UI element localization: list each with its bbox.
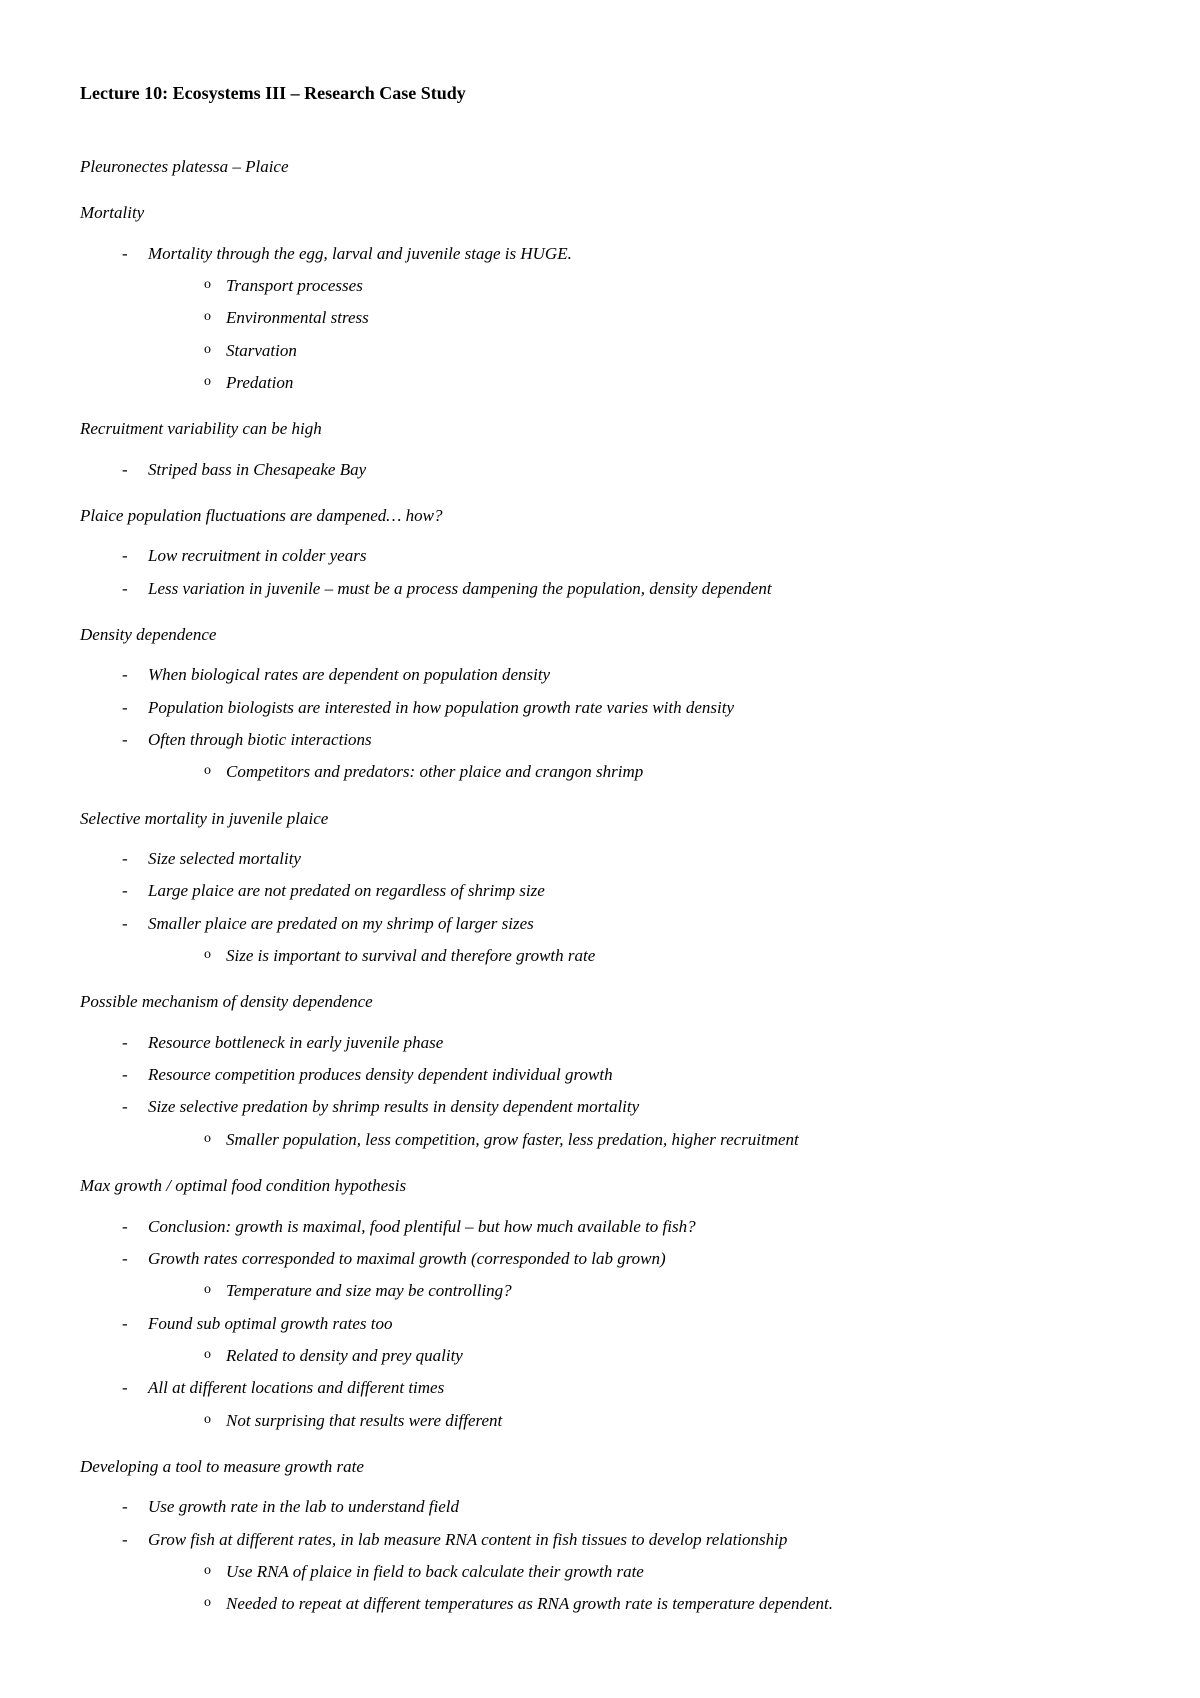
sub-bullet-list: Not surprising that results were differe…: [148, 1408, 1120, 1434]
list-item-text: Growth rates corresponded to maximal gro…: [148, 1249, 666, 1268]
sub-list-item: Size is important to survival and theref…: [204, 943, 1120, 969]
list-item: Size selective predation by shrimp resul…: [128, 1094, 1120, 1153]
list-item-text: Resource bottleneck in early juvenile ph…: [148, 1033, 443, 1052]
list-item: Growth rates corresponded to maximal gro…: [128, 1246, 1120, 1305]
list-item: Large plaice are not predated on regardl…: [128, 878, 1120, 904]
sub-list-item: Predation: [204, 370, 1120, 396]
list-item-text: Conclusion: growth is maximal, food plen…: [148, 1217, 696, 1236]
document-subtitle: Pleuronectes platessa – Plaice: [80, 154, 1120, 180]
sub-bullet-list: Smaller population, less competition, gr…: [148, 1127, 1120, 1153]
sub-list-item: Smaller population, less competition, gr…: [204, 1127, 1120, 1153]
list-item: Often through biotic interactions Competi…: [128, 727, 1120, 786]
sub-bullet-list: Related to density and prey quality: [148, 1343, 1120, 1369]
bullet-list: Striped bass in Chesapeake Bay: [80, 457, 1120, 483]
list-item: Size selected mortality: [128, 846, 1120, 872]
list-item-text: Often through biotic interactions: [148, 730, 372, 749]
list-item-text: Low recruitment in colder years: [148, 546, 366, 565]
list-item: Found sub optimal growth rates too Relate…: [128, 1311, 1120, 1370]
sub-list-item: Not surprising that results were differe…: [204, 1408, 1120, 1434]
list-item-text: Large plaice are not predated on regardl…: [148, 881, 545, 900]
list-item: Resource bottleneck in early juvenile ph…: [128, 1030, 1120, 1056]
list-item: Less variation in juvenile – must be a p…: [128, 576, 1120, 602]
list-item-text: All at different locations and different…: [148, 1378, 444, 1397]
list-item: Striped bass in Chesapeake Bay: [128, 457, 1120, 483]
sub-list-item: Use RNA of plaice in field to back calcu…: [204, 1559, 1120, 1585]
bullet-list: Mortality through the egg, larval and ju…: [80, 241, 1120, 397]
sections-container: Mortality Mortality through the egg, larv…: [80, 200, 1120, 1617]
sub-list-item: Environmental stress: [204, 305, 1120, 331]
section-heading: Possible mechanism of density dependence: [80, 989, 1120, 1015]
sub-list-item: Competitors and predators: other plaice …: [204, 759, 1120, 785]
sub-list-item: Needed to repeat at different temperatur…: [204, 1591, 1120, 1617]
sub-bullet-list: Use RNA of plaice in field to back calcu…: [148, 1559, 1120, 1618]
list-item: Smaller plaice are predated on my shrimp…: [128, 911, 1120, 970]
bullet-list: Low recruitment in colder years Less vari…: [80, 543, 1120, 602]
list-item-text: Smaller plaice are predated on my shrimp…: [148, 914, 534, 933]
bullet-list: When biological rates are dependent on p…: [80, 662, 1120, 785]
section-heading: Max growth / optimal food condition hypo…: [80, 1173, 1120, 1199]
bullet-list: Size selected mortality Large plaice are …: [80, 846, 1120, 969]
sub-list-item: Starvation: [204, 338, 1120, 364]
sub-list-item: Transport processes: [204, 273, 1120, 299]
section-heading: Selective mortality in juvenile plaice: [80, 806, 1120, 832]
list-item: When biological rates are dependent on p…: [128, 662, 1120, 688]
list-item-text: Found sub optimal growth rates too: [148, 1314, 392, 1333]
bullet-list: Conclusion: growth is maximal, food plen…: [80, 1214, 1120, 1434]
list-item: Use growth rate in the lab to understand…: [128, 1494, 1120, 1520]
list-item: Grow fish at different rates, in lab mea…: [128, 1527, 1120, 1618]
list-item-text: Size selected mortality: [148, 849, 301, 868]
sub-bullet-list: Size is important to survival and theref…: [148, 943, 1120, 969]
list-item-text: Population biologists are interested in …: [148, 698, 734, 717]
list-item: Resource competition produces density de…: [128, 1062, 1120, 1088]
list-item-text: When biological rates are dependent on p…: [148, 665, 550, 684]
section-heading: Mortality: [80, 200, 1120, 226]
section-heading: Plaice population fluctuations are dampe…: [80, 503, 1120, 529]
bullet-list: Use growth rate in the lab to understand…: [80, 1494, 1120, 1617]
list-item-text: Resource competition produces density de…: [148, 1065, 613, 1084]
sub-list-item: Temperature and size may be controlling?: [204, 1278, 1120, 1304]
list-item: All at different locations and different…: [128, 1375, 1120, 1434]
sub-bullet-list: Transport processes Environmental stress S…: [148, 273, 1120, 396]
list-item-text: Size selective predation by shrimp resul…: [148, 1097, 639, 1116]
list-item: Conclusion: growth is maximal, food plen…: [128, 1214, 1120, 1240]
sub-bullet-list: Competitors and predators: other plaice …: [148, 759, 1120, 785]
section-heading: Developing a tool to measure growth rate: [80, 1454, 1120, 1480]
page-title: Lecture 10: Ecosystems III – Research Ca…: [80, 80, 1120, 108]
section-heading: Density dependence: [80, 622, 1120, 648]
list-item: Mortality through the egg, larval and ju…: [128, 241, 1120, 397]
list-item: Population biologists are interested in …: [128, 695, 1120, 721]
list-item: Low recruitment in colder years: [128, 543, 1120, 569]
list-item-text: Use growth rate in the lab to understand…: [148, 1497, 459, 1516]
list-item-text: Striped bass in Chesapeake Bay: [148, 460, 366, 479]
section-heading: Recruitment variability can be high: [80, 416, 1120, 442]
sub-bullet-list: Temperature and size may be controlling?: [148, 1278, 1120, 1304]
sub-list-item: Related to density and prey quality: [204, 1343, 1120, 1369]
bullet-list: Resource bottleneck in early juvenile ph…: [80, 1030, 1120, 1153]
list-item-text: Mortality through the egg, larval and ju…: [148, 244, 572, 263]
list-item-text: Grow fish at different rates, in lab mea…: [148, 1530, 787, 1549]
list-item-text: Less variation in juvenile – must be a p…: [148, 579, 772, 598]
